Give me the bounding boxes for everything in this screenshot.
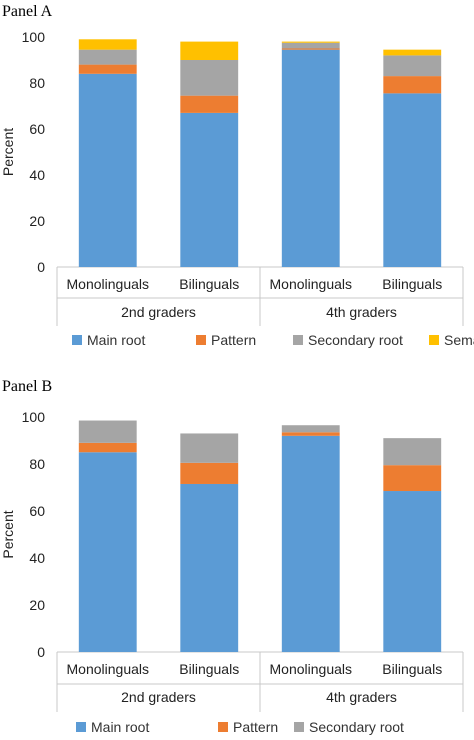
panel-b-category-label: Monolinguals: [270, 661, 353, 677]
panel-a-category-label: Monolinguals: [67, 276, 150, 292]
panel-b-group-label: 4th graders: [326, 689, 397, 705]
panel-b-y-tick-label: 60: [29, 503, 45, 519]
panel-a-bar-segment: [383, 49, 442, 56]
panel-a-bar-segment: [281, 42, 340, 49]
panel-a-y-tick-label: 0: [37, 259, 45, 275]
panel-b-legend-label: Pattern: [233, 719, 278, 735]
panel-a-bar-segment: [180, 112, 239, 268]
panel-a-bar-segment: [78, 73, 137, 267]
panel-a-y-tick-label: 60: [29, 121, 45, 137]
panel-b-bar-segment: [78, 420, 137, 443]
panel-a-category-label: Monolinguals: [270, 276, 353, 292]
panel-a-bar-segment: [78, 64, 137, 74]
panel-a-bar-segment: [383, 76, 442, 94]
panel-a-y-tick-label: 20: [29, 213, 45, 229]
panel-a-legend-swatch: [72, 335, 82, 345]
panel-a-y-tick-label: 80: [29, 75, 45, 91]
panel-a-bar-segment: [383, 93, 442, 267]
panel-b-bar-segment: [383, 438, 442, 466]
panel-a-bar-segment: [78, 39, 137, 50]
panel-b-bar-segment: [281, 435, 340, 652]
panel-b-legend-label: Secondary root: [309, 719, 404, 735]
panel-a-legend-swatch: [293, 335, 303, 345]
panel-a-category-label: Bilinguals: [382, 276, 442, 292]
panel-b-bar-segment: [78, 452, 137, 652]
panel-b-group-label: 2nd graders: [121, 689, 196, 705]
panel-a-bar-segment: [281, 48, 340, 50]
panel-b-y-axis-label: Percent: [0, 510, 16, 558]
panel-b-bar-segment: [180, 462, 239, 484]
panel-a-bar-segment: [180, 41, 239, 60]
panel-b-category-label: Bilinguals: [179, 661, 239, 677]
panel-b-bar-segment: [383, 491, 442, 652]
panel-a-y-tick-label: 40: [29, 167, 45, 183]
panel-a-y-tick-label: 100: [22, 29, 46, 45]
panel-a-bar-segment: [383, 55, 442, 77]
panel-a-title: Panel A: [2, 3, 53, 20]
panel-a-category-label: Bilinguals: [179, 276, 239, 292]
panel-b-bar-segment: [281, 432, 340, 436]
panel-b-legend-swatch: [76, 722, 86, 732]
panel-a-legend-label: Main root: [87, 332, 145, 348]
panel-a-bar-segment: [78, 49, 137, 65]
panel-a-group-label: 4th graders: [326, 304, 397, 320]
panel-b-bar-segment: [383, 465, 442, 492]
panel-a-legend-label: Pattern: [211, 332, 256, 348]
panel-b-legend-swatch: [218, 722, 228, 732]
panel-b-y-tick-label: 40: [29, 550, 45, 566]
panel-a-legend-label: Semantic: [444, 332, 474, 348]
panel-b-title: Panel B: [2, 378, 52, 395]
panel-b-legend-swatch: [294, 722, 304, 732]
panel-a-y-axis-label: Percent: [0, 128, 16, 176]
panel-b-bar-segment: [180, 433, 239, 463]
panel-a-legend-swatch: [429, 335, 439, 345]
panel-b-bar-segment: [78, 442, 137, 453]
panel-a-group-label: 2nd graders: [121, 304, 196, 320]
panel-b-y-tick-label: 100: [22, 409, 46, 425]
panel-b-y-tick-label: 20: [29, 597, 45, 613]
panel-b-category-label: Monolinguals: [67, 661, 150, 677]
panel-b-y-tick-label: 0: [37, 644, 45, 660]
panel-a-bar-segment: [180, 95, 239, 113]
panel-a-bar-segment: [180, 60, 239, 96]
panel-b-bar-segment: [281, 425, 340, 433]
panel-b-bar-segment: [180, 483, 239, 652]
panel-a-bar-segment: [281, 41, 340, 43]
panel-b-category-label: Bilinguals: [382, 661, 442, 677]
panel-b-legend-label: Main root: [91, 719, 149, 735]
panel-b-y-tick-label: 80: [29, 456, 45, 472]
panel-a-legend-swatch: [196, 335, 206, 345]
panel-a-bar-segment: [281, 49, 340, 268]
panel-a-legend-label: Secondary root: [308, 332, 403, 348]
